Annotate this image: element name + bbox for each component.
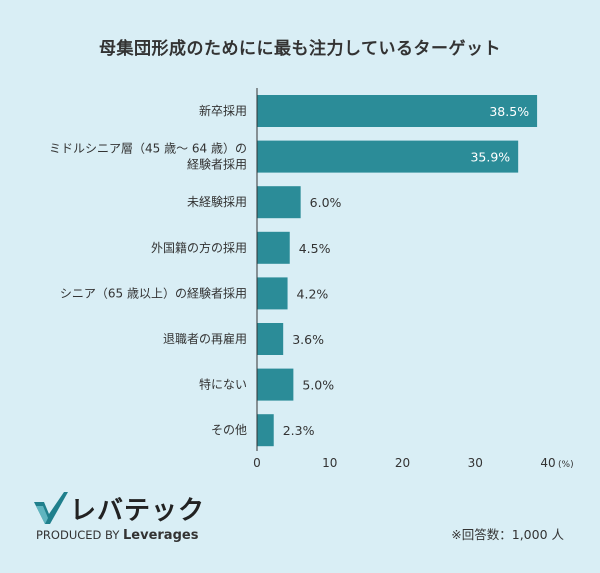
bar bbox=[257, 231, 290, 264]
x-tick-label: 10 bbox=[322, 456, 337, 470]
bar bbox=[257, 140, 519, 173]
data-label: 3.6% bbox=[292, 332, 324, 347]
bar bbox=[257, 277, 288, 310]
data-label: 35.9% bbox=[470, 150, 510, 165]
category-label: 未経験採用 bbox=[187, 194, 247, 209]
category-label: 外国籍の方の採用 bbox=[151, 240, 247, 255]
checkmark-logo-icon bbox=[34, 492, 68, 524]
data-label: 38.5% bbox=[489, 104, 529, 119]
bar bbox=[257, 323, 284, 355]
respondent-note: ※回答数：1,000 人 bbox=[451, 527, 564, 542]
produced-by-text: PRODUCED BY bbox=[36, 528, 120, 542]
x-unit-label: (%) bbox=[558, 460, 574, 470]
category-label: 特にない bbox=[199, 377, 247, 392]
bar bbox=[257, 368, 294, 401]
chart-title: 母集団形成のためにに最も注力しているターゲット bbox=[99, 39, 501, 59]
x-tick-label: 30 bbox=[468, 456, 483, 470]
bar bbox=[257, 95, 538, 127]
category-label: 新卒採用 bbox=[199, 103, 247, 118]
bar-chart: 新卒採用 38.5% ミドルシニア層（45 歳～ 64 歳）の経験者採用 35.9% 未… bbox=[49, 88, 574, 470]
brand-tagline: PRODUCED BY Leverages bbox=[36, 528, 198, 543]
bar bbox=[257, 186, 301, 219]
x-tick-label: 20 bbox=[395, 456, 410, 470]
data-label: 4.2% bbox=[297, 286, 329, 301]
category-label: その他 bbox=[211, 423, 247, 437]
bar bbox=[257, 414, 274, 447]
category-label: ミドルシニア層（45 歳～ 64 歳）の経験者採用 bbox=[49, 142, 247, 172]
x-tick-label: 0 bbox=[253, 456, 261, 470]
brand-name: レバテック bbox=[70, 496, 206, 526]
data-label: 4.5% bbox=[299, 241, 331, 256]
data-label: 5.0% bbox=[302, 378, 334, 393]
company-name: Leverages bbox=[123, 528, 199, 543]
data-label: 2.3% bbox=[283, 423, 315, 438]
brand-logo: レバテック PRODUCED BY Leverages bbox=[34, 492, 234, 552]
data-label: 6.0% bbox=[310, 195, 342, 210]
x-tick-label: 40 bbox=[540, 456, 555, 470]
category-label: シニア（65 歳以上）の経験者採用 bbox=[60, 285, 247, 300]
category-label: 退職者の再雇用 bbox=[163, 331, 247, 346]
